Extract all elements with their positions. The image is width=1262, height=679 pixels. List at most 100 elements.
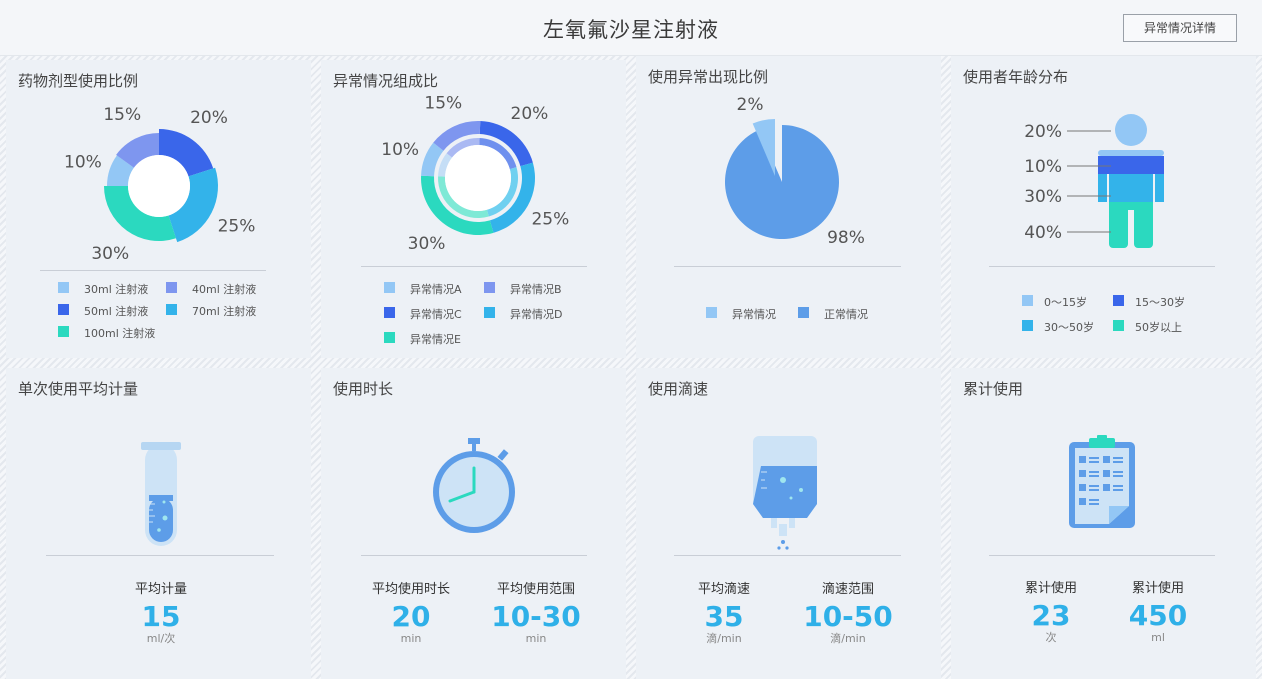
legend-label: 40ml 注射液 (192, 283, 257, 296)
figure-hip-band (1109, 202, 1153, 210)
stopwatch-icon (433, 438, 515, 533)
pie-slice (479, 138, 517, 170)
slice-value-label: 15% (424, 94, 462, 114)
drip-rate-range-stat: 滴速范围 10-50 滴/min (798, 578, 898, 645)
pie-slice (116, 133, 159, 168)
stat-unit: 滴/min (706, 632, 742, 645)
legend-label: 30～50岁 (1044, 321, 1094, 334)
legend-swatch (484, 282, 495, 293)
abnormal-details-button[interactable]: 异常情况详情 (1123, 14, 1237, 42)
stat-unit: 滴/min (830, 632, 866, 645)
figure-shoulder-band (1098, 150, 1164, 156)
arm-gap (1153, 174, 1155, 202)
panel-title: 使用异常出现比例 (648, 68, 769, 86)
age-value-label: 20% (1024, 122, 1062, 142)
age-value-label: 10% (1024, 157, 1062, 177)
age-legend: 0～15岁 15～30岁 30～50岁 50岁以上 (1022, 295, 1222, 345)
stat-value: 20 (391, 600, 431, 633)
stat-unit: ml (1151, 631, 1165, 644)
legend-label: 异常情况E (410, 333, 461, 346)
stat-value: 10-30 (491, 600, 581, 633)
legend-label: 异常情况C (410, 308, 462, 321)
avg-duration-stat: 平均使用时长 20 min (361, 578, 461, 645)
exploded-slice-group (752, 119, 775, 176)
divider (361, 266, 587, 267)
panel-age-distribution: 使用者年龄分布 20% 10% 30% 40% 0～15岁 15～30岁 30～50岁… (951, 56, 1256, 358)
dosage-legend: 30ml 注射液 40ml 注射液 50ml 注射液 70ml 注射液 100m… (58, 282, 288, 352)
stat-unit: min (525, 632, 547, 645)
abnormal-ratio-pie-chart: 2% 98% (725, 95, 865, 248)
pie-slice (168, 167, 219, 243)
legend-label: 15～30岁 (1135, 296, 1185, 309)
legend-swatch (798, 307, 809, 318)
legend-swatch (1113, 295, 1124, 306)
age-value-label: 30% (1024, 187, 1062, 207)
stat-value: 10-50 (803, 600, 893, 633)
cumulative-volume-stat: 累计使用 450 ml (1108, 577, 1208, 644)
pie-slice (107, 155, 134, 186)
divider (989, 266, 1215, 267)
age-distribution-figure-chart: 20% 10% 30% 40% (1024, 114, 1164, 248)
panel-abnormal-ratio: 使用异常出现比例 2% 98% 异常情况 正常情况 (636, 56, 941, 358)
pie-slice (486, 167, 518, 217)
figure-head-band (1115, 114, 1147, 146)
legend-swatch (166, 282, 177, 293)
panel-title: 异常情况组成比 (333, 72, 439, 90)
pie-slice (438, 153, 453, 177)
stat-value: 450 (1128, 599, 1188, 632)
stat-value: 35 (704, 600, 744, 633)
pie-slice (489, 162, 535, 233)
slice-value-label: 25% (531, 210, 569, 230)
slice-value-label: 30% (91, 244, 129, 264)
panel-dosage-form: 药物剂型使用比例 20% 25% 30% 10% 15% 30ml 注射液 40ml 注… (6, 60, 311, 358)
legend-label: 异常情况A (410, 283, 462, 296)
legend-label: 30ml 注射液 (84, 283, 149, 296)
stat-value: 15 (141, 600, 181, 633)
legend-swatch (706, 307, 717, 318)
slice-value-label: 25% (218, 216, 256, 236)
avg-drip-rate-stat: 平均滴速 35 滴/min (674, 578, 774, 645)
arm-gap (1107, 174, 1109, 202)
stat-unit: min (400, 632, 422, 645)
pie-slice (159, 129, 214, 177)
legend-label: 50ml 注射液 (84, 305, 149, 318)
ratio-legend: 异常情况 正常情况 (706, 307, 906, 327)
pie-slice (752, 119, 775, 176)
stat-label: 平均计量 (134, 582, 187, 597)
divider (674, 555, 901, 556)
slice-value-label: 15% (103, 105, 141, 125)
pie-slice (479, 121, 533, 167)
stat-label: 平均使用范围 (496, 582, 575, 597)
stat-label: 滴速范围 (821, 582, 874, 597)
stat-label: 平均滴速 (697, 582, 750, 597)
abnormal-legend: 异常情况A 异常情况B 异常情况C 异常情况D 异常情况E (384, 282, 614, 352)
iv-bag-icon (753, 436, 817, 550)
dosage-donut-chart: 20% 25% 30% 10% 15% (64, 105, 256, 264)
panel-title: 单次使用平均计量 (18, 380, 139, 398)
slice-value-label: 10% (381, 140, 419, 160)
donut-hole (128, 155, 190, 217)
legend-label: 70ml 注射液 (192, 305, 257, 318)
legend-swatch (1022, 320, 1033, 331)
legend-label: 异常情况B (510, 283, 562, 296)
stat-label: 累计使用 (1131, 581, 1184, 596)
legend-swatch (384, 307, 395, 318)
slice-value-label: 10% (64, 152, 102, 172)
legend-label: 50岁以上 (1135, 321, 1182, 334)
legend-swatch (384, 332, 395, 343)
stat-unit: ml/次 (146, 632, 176, 645)
header-bar: 左氧氟沙星注射液 异常情况详情 (0, 0, 1262, 56)
divider (674, 266, 901, 267)
divider (361, 555, 587, 556)
stat-label: 累计使用 (1024, 581, 1077, 596)
pie-slice (104, 186, 176, 242)
legend-label: 100ml 注射液 (84, 327, 156, 340)
legend-label: 异常情况 (732, 308, 776, 321)
divider (989, 555, 1215, 556)
duration-range-stat: 平均使用范围 10-30 min (486, 578, 586, 645)
panel-title: 使用者年龄分布 (963, 68, 1069, 86)
panel-title: 药物剂型使用比例 (18, 72, 139, 90)
legend-swatch (1022, 295, 1033, 306)
panel-title: 累计使用 (963, 380, 1024, 398)
slice-value-label: 2% (737, 95, 764, 115)
